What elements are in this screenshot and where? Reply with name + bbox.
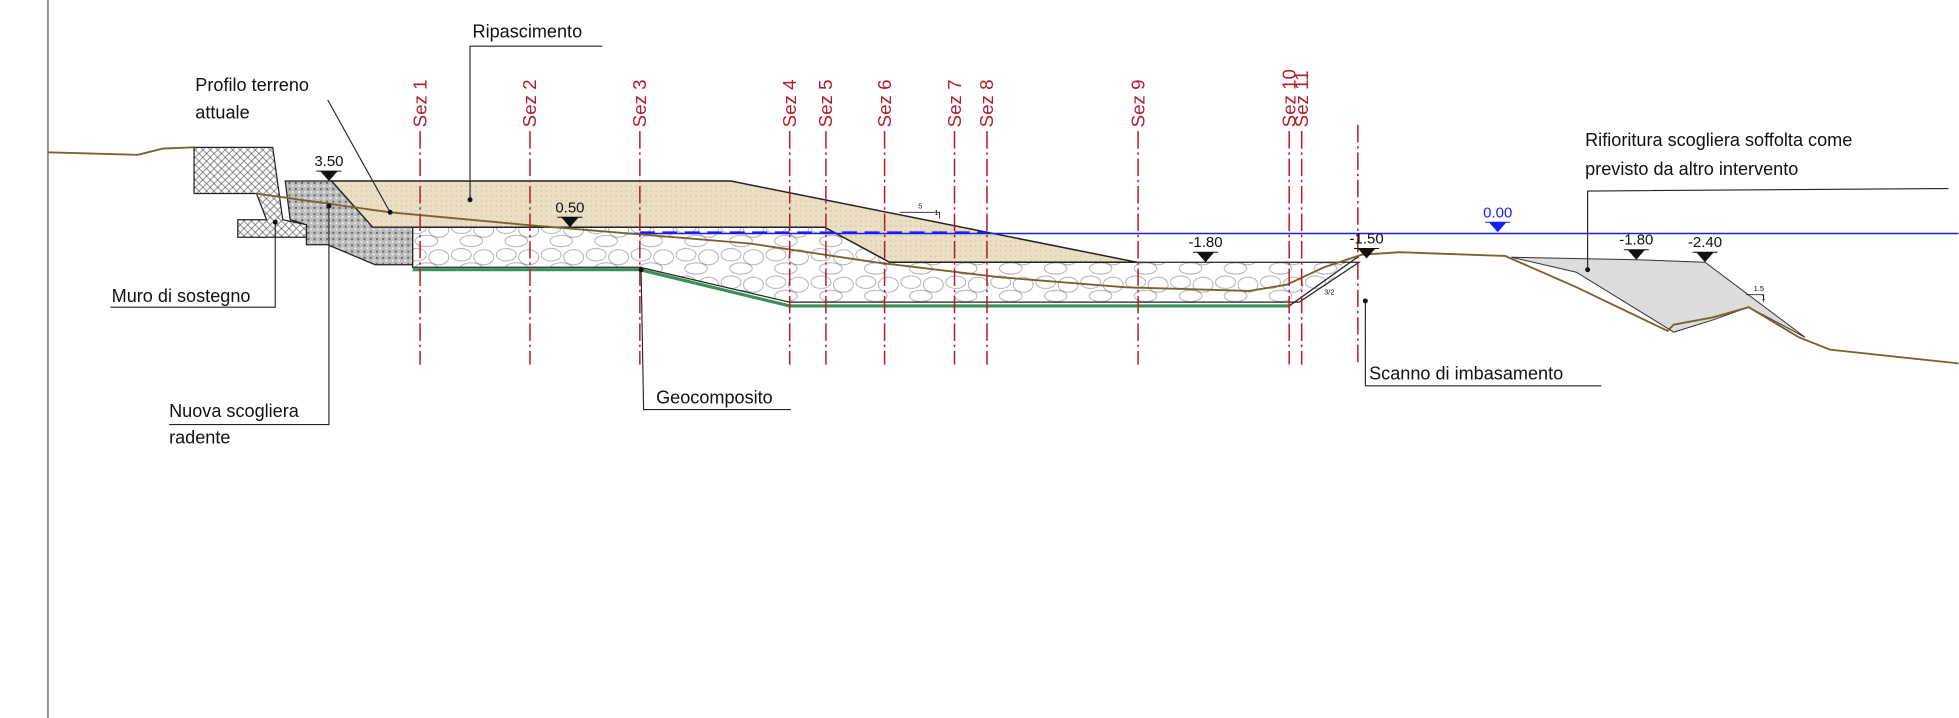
callout-label: Muro di sostegno bbox=[112, 286, 251, 306]
callout-label: radente bbox=[169, 427, 230, 447]
callout-label: Nuova scogliera bbox=[169, 401, 300, 421]
leader-dot bbox=[387, 209, 393, 215]
elevation-label: -2.40 bbox=[1688, 234, 1722, 251]
elevation-marker bbox=[561, 217, 579, 228]
elevation-marker bbox=[1627, 249, 1646, 260]
slope-marker bbox=[1746, 294, 1765, 303]
section-label: Sez 2 bbox=[519, 79, 540, 127]
leader-dot bbox=[467, 197, 473, 203]
existing-profile bbox=[256, 192, 1959, 365]
callout-label: attuale bbox=[195, 103, 249, 123]
slope-label: 3/2 bbox=[1324, 288, 1334, 297]
callout-label: Ripascimento bbox=[473, 21, 583, 41]
section-label: Sez 1 bbox=[409, 79, 430, 127]
callout-label: Geocomposito bbox=[656, 387, 773, 407]
elevation-marker bbox=[1196, 252, 1215, 263]
elevation-label: 0.00 bbox=[1483, 204, 1512, 221]
leader-dot bbox=[1362, 298, 1368, 304]
leader-dot bbox=[638, 267, 644, 273]
section-label: Sez 4 bbox=[779, 79, 800, 127]
leader-line bbox=[469, 45, 603, 200]
slope-label: 5 bbox=[918, 202, 922, 211]
section-label: Sez 5 bbox=[815, 79, 836, 127]
leader-line bbox=[327, 99, 391, 213]
elevation-label: -1.80 bbox=[1188, 234, 1222, 251]
leader-line bbox=[1364, 300, 1602, 387]
slope-label: 1.5 bbox=[1754, 284, 1764, 293]
elevation-marker bbox=[1357, 248, 1376, 259]
callout-label: Scanno di imbasamento bbox=[1369, 364, 1563, 384]
callout-label: Profilo terreno bbox=[195, 75, 309, 95]
leader-dot bbox=[272, 219, 278, 225]
geocomposite bbox=[412, 268, 1290, 308]
section-label: Sez 6 bbox=[874, 79, 895, 127]
section-label: Sez 9 bbox=[1127, 79, 1148, 127]
elevation-label: 3.50 bbox=[314, 153, 343, 170]
section-label: Sez 3 bbox=[629, 79, 650, 127]
section-label: Sez 8 bbox=[976, 79, 997, 127]
scanno-edge bbox=[1288, 255, 1360, 307]
leader-dot bbox=[326, 203, 332, 209]
retaining-wall bbox=[193, 146, 308, 238]
elevation-label: -1.50 bbox=[1350, 230, 1384, 247]
elevation-marker bbox=[320, 171, 338, 182]
elevation-label: 0.50 bbox=[555, 199, 584, 216]
slope-marker bbox=[899, 211, 940, 219]
leader-line bbox=[169, 206, 330, 426]
section-label: Sez 10 bbox=[1278, 69, 1299, 127]
leader-line bbox=[110, 222, 276, 308]
callout-label: Rifioritura scogliera soffolta come bbox=[1585, 130, 1852, 150]
elevation-marker bbox=[1488, 222, 1507, 233]
section-label: Sez 7 bbox=[944, 79, 965, 127]
callout-label: previsto da altro intervento bbox=[1585, 159, 1798, 179]
elevation-marker bbox=[1696, 252, 1714, 263]
leader-dot bbox=[1585, 267, 1591, 273]
leader-line bbox=[1587, 187, 1949, 270]
elevation-label: -1.80 bbox=[1619, 232, 1653, 249]
existing-ground bbox=[47, 146, 195, 156]
section-label: Sez 11 bbox=[1291, 70, 1312, 127]
leader-line bbox=[640, 269, 791, 411]
